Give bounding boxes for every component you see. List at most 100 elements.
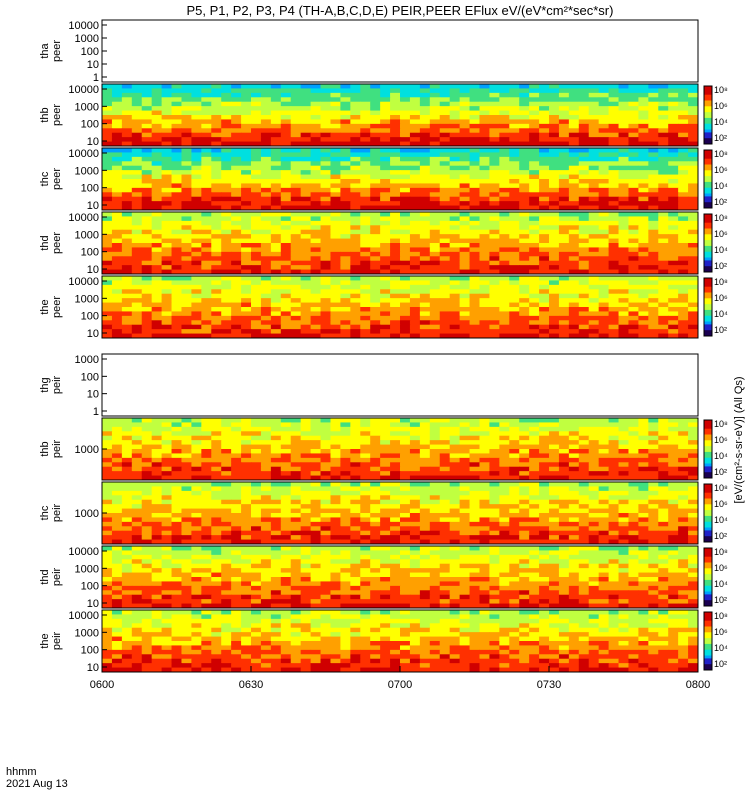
- heatmap-cell: [519, 88, 530, 94]
- heatmap-cell: [648, 165, 659, 171]
- heatmap-cell: [181, 260, 192, 266]
- heatmap-cell: [400, 440, 411, 446]
- heatmap-cell: [578, 205, 590, 211]
- heatmap-cell: [499, 466, 510, 472]
- heatmap-cell: [260, 449, 272, 454]
- heatmap-cell: [509, 513, 520, 518]
- heatmap-cell: [380, 101, 391, 107]
- heatmap-cell: [111, 201, 123, 207]
- heatmap-cell: [251, 269, 262, 275]
- heatmap-cell: [390, 269, 401, 275]
- heatmap-cell: [121, 192, 133, 198]
- heatmap-cell: [370, 152, 381, 158]
- heatmap-cell: [628, 457, 639, 463]
- heatmap-cell: [390, 453, 401, 459]
- heatmap-cell: [310, 530, 322, 536]
- heatmap-cell: [280, 128, 292, 134]
- heatmap-cell: [211, 495, 222, 501]
- heatmap-cell: [558, 513, 570, 518]
- heatmap-cell: [111, 251, 123, 257]
- heatmap-cell: [191, 329, 202, 335]
- heatmap-cell: [151, 431, 163, 437]
- heatmap-cell: [439, 482, 451, 487]
- heatmap-cell: [201, 174, 212, 180]
- heatmap-cell: [310, 490, 322, 496]
- heatmap-cell: [231, 247, 242, 253]
- heatmap-cell: [539, 128, 550, 134]
- heatmap-cell: [290, 513, 302, 518]
- heatmap-cell: [330, 499, 341, 505]
- heatmap-cell: [390, 220, 401, 226]
- heatmap-cell: [251, 170, 262, 176]
- heatmap-cell: [400, 457, 411, 463]
- heatmap-cell: [330, 431, 341, 437]
- heatmap-cell: [370, 422, 381, 428]
- heatmap-cell: [688, 192, 699, 198]
- heatmap-cell: [241, 97, 252, 103]
- heatmap-cell: [568, 293, 580, 299]
- heatmap-cell: [141, 495, 153, 501]
- heatmap-cell: [270, 530, 282, 536]
- heatmap-cell: [489, 284, 500, 290]
- heatmap-cell: [151, 513, 163, 518]
- heatmap-cell: [648, 457, 659, 463]
- heatmap-cell: [340, 161, 351, 167]
- heatmap-cell: [648, 234, 659, 240]
- heatmap-cell: [509, 225, 520, 231]
- heatmap-cell: [479, 220, 490, 226]
- heatmap-cell: [231, 110, 242, 116]
- heatmap-cell: [529, 256, 540, 262]
- heatmap-cell: [628, 517, 639, 523]
- heatmap-cell: [280, 106, 292, 112]
- heatmap-cell: [340, 256, 351, 262]
- heatmap-cell: [370, 187, 381, 193]
- heatmap-cell: [131, 444, 143, 450]
- heatmap-cell: [608, 495, 620, 501]
- heatmap-cell: [618, 333, 629, 339]
- heatmap-cell: [459, 92, 471, 98]
- heatmap-cell: [131, 426, 143, 432]
- heatmap-cell: [380, 307, 391, 312]
- heatmap-cell: [459, 192, 471, 198]
- heatmap-cell: [121, 156, 133, 162]
- heatmap-cell: [370, 466, 381, 472]
- heatmap-cell: [330, 132, 341, 138]
- heatmap-cell: [578, 212, 590, 217]
- heatmap-cell: [370, 526, 381, 532]
- heatmap-cell: [688, 269, 699, 275]
- heatmap-cell: [300, 471, 312, 477]
- heatmap-cell: [558, 475, 570, 481]
- heatmap-cell: [558, 457, 570, 463]
- heatmap-cell: [370, 101, 381, 107]
- heatmap-cell: [549, 444, 560, 450]
- heatmap-cell: [459, 88, 471, 94]
- heatmap-cell: [141, 422, 153, 428]
- heatmap-cell: [429, 302, 441, 308]
- heatmap-cell: [459, 212, 471, 217]
- heatmap-cell: [469, 269, 480, 275]
- heatmap-cell: [519, 280, 530, 286]
- heatmap-cell: [529, 444, 540, 450]
- heatmap-cell: [539, 418, 550, 423]
- heatmap-cell: [260, 530, 272, 536]
- heatmap-cell: [668, 521, 679, 527]
- heatmap-cell: [131, 128, 143, 134]
- heatmap-cell: [638, 280, 649, 286]
- heatmap-cell: [141, 247, 153, 253]
- heatmap-cell: [459, 418, 471, 423]
- heatmap-cell: [429, 269, 441, 275]
- heatmap-cell: [658, 132, 669, 138]
- heatmap-cell: [221, 183, 232, 189]
- heatmap-cell: [260, 269, 272, 275]
- heatmap-cell: [549, 269, 560, 275]
- heatmap-cell: [380, 298, 391, 304]
- heatmap-cell: [648, 88, 659, 94]
- heatmap-cell: [290, 251, 302, 257]
- heatmap-cell: [678, 435, 689, 441]
- heatmap-cell: [111, 152, 123, 158]
- heatmap-cell: [409, 88, 421, 94]
- heatmap-cell: [131, 152, 143, 158]
- heatmap-cell: [529, 196, 540, 202]
- heatmap-cell: [191, 462, 202, 468]
